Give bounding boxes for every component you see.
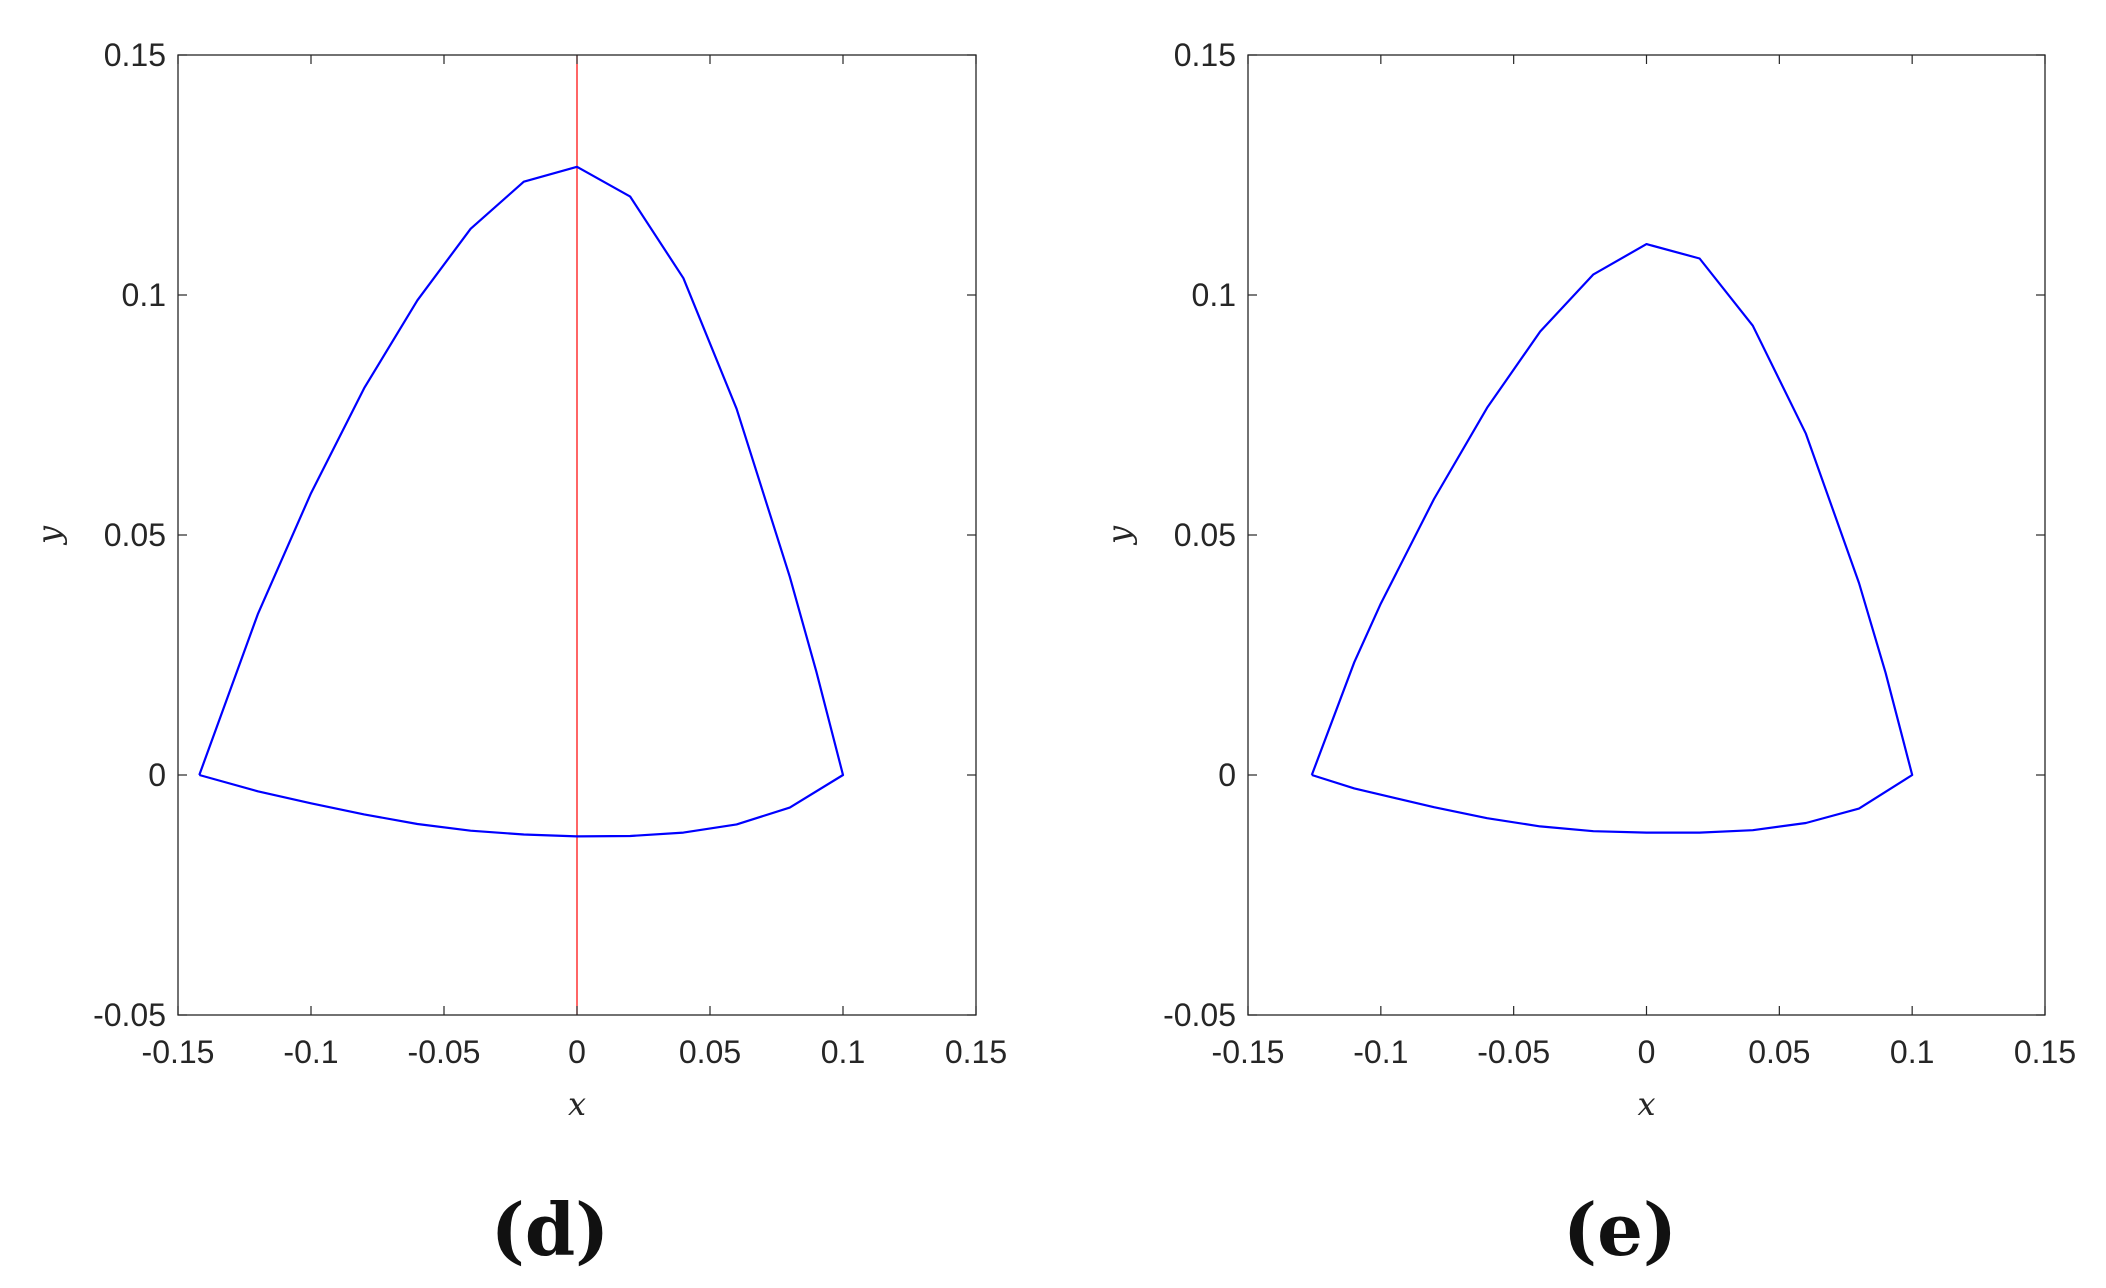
y-tick-label: 0.05	[1174, 517, 1236, 553]
y-axis-label: y	[30, 525, 68, 546]
x-tick-label: 0	[568, 1034, 586, 1070]
y-tick-label: 0.05	[104, 517, 166, 553]
y-tick-label: 0.15	[104, 37, 166, 73]
panel-label: (e)	[1563, 1187, 1677, 1272]
x-tick-label: -0.15	[1212, 1034, 1285, 1070]
x-tick-label: -0.05	[408, 1034, 481, 1070]
series-line-0	[1310, 243, 1914, 834]
y-tick-label: 0.1	[1192, 277, 1236, 313]
x-tick-label: 0.15	[945, 1034, 1007, 1070]
series-line-0	[198, 165, 845, 838]
y-axis-label: y	[1100, 525, 1138, 546]
chart-panel-0: -0.15 -0.1 -0.05 0 0.05 0.1 0.15 -0.05 0 0.05 0.1 0…	[30, 37, 1007, 1272]
x-tick-label: 0.1	[821, 1034, 865, 1070]
y-tick-label: -0.05	[1163, 997, 1236, 1033]
x-tick-label: -0.1	[283, 1034, 338, 1070]
x-tick-label: 0.05	[679, 1034, 741, 1070]
y-tick-label: 0	[148, 757, 166, 793]
x-axis-label: x	[1637, 1085, 1655, 1123]
x-tick-label: 0	[1638, 1034, 1656, 1070]
x-tick-label: -0.1	[1353, 1034, 1408, 1070]
chart-panel-1: -0.15 -0.1 -0.05 0 0.05 0.1 0.15 -0.05 0 0.05 0.1 0…	[1100, 37, 2076, 1272]
x-tick-label: -0.05	[1477, 1034, 1550, 1070]
y-tick-label: -0.05	[93, 997, 166, 1033]
x-axis-label: x	[568, 1085, 586, 1123]
y-tick-label: 0	[1218, 757, 1236, 793]
x-tick-label: -0.15	[142, 1034, 215, 1070]
y-tick-label: 0.15	[1174, 37, 1236, 73]
x-tick-label: 0.1	[1890, 1034, 1934, 1070]
x-tick-label: 0.05	[1748, 1034, 1810, 1070]
y-tick-label: 0.1	[122, 277, 166, 313]
x-tick-label: 0.15	[2014, 1034, 2076, 1070]
axes-box	[1247, 54, 2046, 1016]
panel-label: (d)	[491, 1187, 609, 1272]
